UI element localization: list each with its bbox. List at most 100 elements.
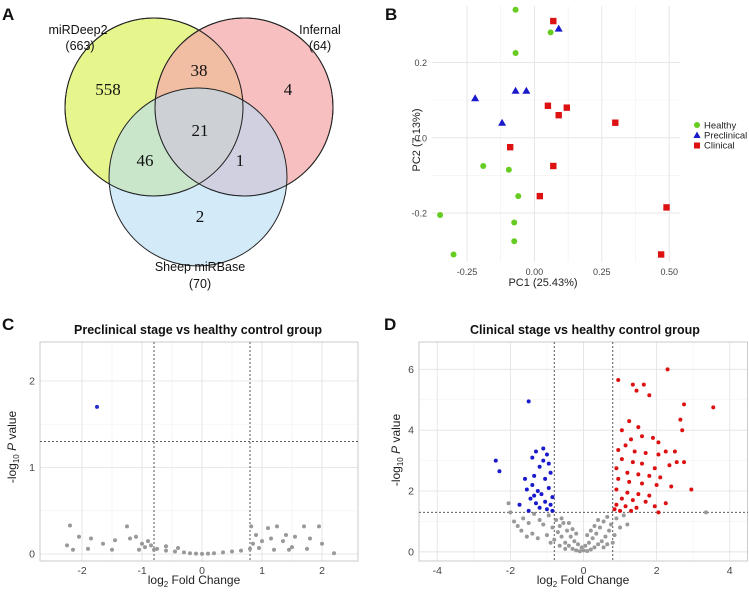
x-axis-label: PC1 (25.43%) (508, 277, 577, 289)
y-tick-label: 0 (29, 549, 35, 561)
data-point-clinical (663, 204, 670, 211)
data-point-nonsignificant (65, 543, 69, 548)
data-point-upregulated (636, 472, 641, 477)
data-point-nonsignificant (610, 540, 615, 545)
data-point-upregulated (618, 508, 623, 513)
data-point-nonsignificant (592, 524, 597, 529)
data-point-nonsignificant (526, 520, 531, 525)
data-point-upregulated (647, 393, 652, 398)
data-point-upregulated (614, 487, 619, 492)
data-point-healthy (515, 193, 522, 200)
data-point-nonsignificant (614, 516, 619, 521)
x-tick-label: 0 (199, 565, 205, 577)
data-point-upregulated (625, 490, 630, 495)
x-tick-label: 2 (319, 565, 325, 577)
data-point-upregulated (612, 507, 617, 512)
data-point-nonsignificant (599, 539, 604, 544)
plot-title: Preclinical stage vs healthy control gro… (74, 323, 322, 337)
data-point-nonsignificant (128, 536, 132, 541)
data-point-nonsignificant (592, 545, 597, 550)
data-point-nonsignificant (212, 551, 216, 556)
data-point-upregulated (639, 461, 644, 466)
data-point-healthy (511, 238, 518, 245)
data-point-downregulated (526, 399, 531, 404)
x-tick-label: 1 (259, 565, 265, 577)
data-point-preclinical (511, 86, 520, 94)
y-tick-label: 4 (408, 425, 414, 437)
data-point-nonsignificant (257, 546, 261, 551)
data-point-nonsignificant (101, 541, 105, 546)
data-point-clinical (550, 17, 557, 25)
panel-letter-a: A (2, 5, 14, 24)
panel-letter-d: D (384, 315, 396, 334)
data-point-upregulated (652, 504, 657, 509)
data-point-nonsignificant (272, 547, 276, 552)
data-point-nonsignificant (519, 528, 524, 533)
data-point-nonsignificant (332, 551, 336, 556)
data-point-downregulated (530, 455, 535, 460)
data-point-upregulated (639, 434, 644, 439)
venn-label-mirdeep2: miRDeep2 (48, 23, 107, 37)
data-point-nonsignificant (152, 547, 156, 552)
data-point-clinical (563, 104, 570, 111)
data-point-nonsignificant (563, 540, 568, 545)
data-point-nonsignificant (71, 547, 75, 552)
data-point-nonsignificant (532, 511, 537, 516)
data-point-preclinical (498, 118, 507, 126)
data-point-nonsignificant (550, 525, 555, 530)
data-point-nonsignificant (605, 542, 610, 547)
data-point-downregulated (544, 452, 549, 457)
data-point-nonsignificant (110, 547, 114, 552)
data-point-nonsignificant (260, 539, 264, 544)
data-point-upregulated (634, 388, 639, 393)
data-point-nonsignificant (596, 542, 601, 547)
data-point-nonsignificant (281, 539, 285, 544)
data-point-nonsignificant (275, 524, 279, 529)
volcano-clinical-panel: D Clinical stage vs healthy control grou… (384, 315, 748, 589)
legend-label-healthy: Healthy (704, 121, 736, 132)
legend: Healthy Preclinical Clinical (693, 121, 747, 152)
data-point-upregulated (630, 460, 635, 465)
data-point-upregulated (630, 498, 635, 503)
data-point-downregulated (497, 469, 502, 474)
y-axis-label: PC2 (7.13%) (411, 109, 423, 172)
data-point-nonsignificant (293, 534, 297, 539)
x-tick-label: 2 (654, 565, 660, 577)
data-point-nonsignificant (588, 528, 593, 533)
data-point-clinical (612, 119, 619, 126)
data-point-nonsignificant (601, 545, 606, 550)
data-point-upregulated (650, 435, 655, 440)
data-point-nonsignificant (590, 536, 595, 541)
venn-region-all-three: 21 (192, 121, 209, 140)
data-point-upregulated (680, 428, 685, 433)
data-point-upregulated (711, 405, 716, 410)
x-tick-label: -2 (506, 565, 515, 577)
data-point-nonsignificant (230, 549, 234, 554)
data-point-nonsignificant (588, 547, 593, 552)
data-point-nonsignificant (200, 551, 204, 556)
venn-region-mirbase-only: 2 (196, 207, 205, 226)
y-tick-label: 0.2 (414, 58, 427, 68)
data-point-nonsignificant (586, 540, 591, 545)
data-point-nonsignificant (566, 543, 571, 548)
data-point-upregulated (647, 473, 652, 478)
data-point-nonsignificant (548, 540, 553, 545)
data-point-nonsignificant (577, 549, 582, 554)
data-point-upregulated (639, 481, 644, 486)
data-point-downregulated (543, 499, 548, 504)
data-point-nonsignificant (530, 531, 535, 536)
data-point-upregulated (643, 451, 648, 456)
data-point-upregulated (652, 466, 657, 471)
data-point-clinical (657, 251, 665, 258)
data-point-nonsignificant (594, 531, 599, 536)
venn-total-sheep-mirbase: (70) (189, 277, 211, 291)
data-point-nonsignificant (89, 536, 93, 541)
data-point-nonsignificant (607, 528, 612, 533)
data-point-nonsignificant (266, 526, 270, 531)
venn-region-infernal-only: 4 (284, 80, 293, 99)
data-point-upregulated (669, 484, 674, 489)
data-point-upregulated (674, 460, 679, 465)
data-point-nonsignificant (239, 548, 243, 553)
data-point-nonsignificant (603, 534, 608, 539)
